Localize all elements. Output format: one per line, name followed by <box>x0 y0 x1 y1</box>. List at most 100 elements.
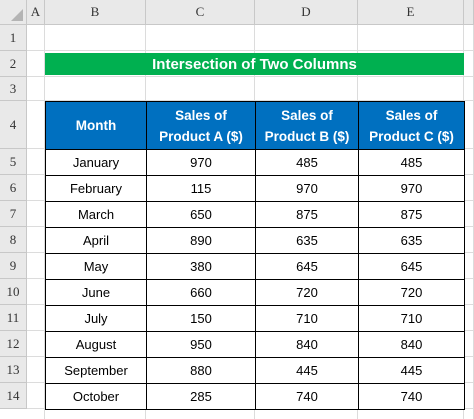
row-header[interactable]: 1 <box>0 25 27 51</box>
grid-cell[interactable] <box>464 409 474 419</box>
row-header[interactable]: 4 <box>0 101 27 149</box>
table-cell[interactable]: 710 <box>255 305 359 332</box>
row-header[interactable]: 12 <box>0 331 27 357</box>
grid-cell[interactable] <box>27 383 45 409</box>
table-cell[interactable]: 485 <box>255 149 359 176</box>
table-cell[interactable]: May <box>45 253 147 280</box>
grid-cell[interactable] <box>27 77 45 101</box>
grid-cell[interactable] <box>27 101 45 149</box>
table-cell[interactable]: 970 <box>146 149 256 176</box>
grid-cell[interactable] <box>27 51 45 77</box>
grid-cell[interactable] <box>464 25 474 51</box>
grid-cell[interactable] <box>27 331 45 357</box>
row-header[interactable]: 6 <box>0 175 27 201</box>
grid-cell[interactable] <box>464 175 474 201</box>
grid-cell[interactable] <box>27 149 45 175</box>
grid-cell[interactable] <box>255 25 358 51</box>
table-cell[interactable]: 875 <box>255 201 359 228</box>
table-cell[interactable]: February <box>45 175 147 202</box>
table-cell[interactable]: 970 <box>358 175 465 202</box>
grid-cell[interactable] <box>464 253 474 279</box>
table-cell[interactable]: 660 <box>146 279 256 306</box>
grid-cell[interactable] <box>146 409 255 419</box>
column-header[interactable]: D <box>255 0 358 25</box>
row-header[interactable]: 8 <box>0 227 27 253</box>
grid-cell[interactable] <box>464 357 474 383</box>
grid-cell[interactable] <box>27 357 45 383</box>
table-cell[interactable]: 740 <box>255 383 359 410</box>
table-cell[interactable]: September <box>45 357 147 384</box>
table-cell[interactable]: 285 <box>146 383 256 410</box>
table-cell[interactable]: 875 <box>358 201 465 228</box>
row-header[interactable]: 14 <box>0 383 27 409</box>
grid-cell[interactable] <box>146 77 255 101</box>
table-cell[interactable]: 635 <box>255 227 359 254</box>
column-header[interactable]: B <box>45 0 146 25</box>
table-cell[interactable]: 840 <box>255 331 359 358</box>
table-cell[interactable]: 720 <box>358 279 465 306</box>
grid-cell[interactable] <box>358 77 464 101</box>
table-cell[interactable]: January <box>45 149 147 176</box>
table-cell[interactable]: July <box>45 305 147 332</box>
column-header[interactable] <box>464 0 474 25</box>
row-header[interactable]: 2 <box>0 51 27 77</box>
grid-cell[interactable] <box>27 25 45 51</box>
row-header[interactable]: 9 <box>0 253 27 279</box>
grid-cell[interactable] <box>464 101 474 149</box>
table-cell[interactable]: August <box>45 331 147 358</box>
table-cell[interactable]: 645 <box>255 253 359 280</box>
table-cell[interactable]: 115 <box>146 175 256 202</box>
table-cell[interactable]: 150 <box>146 305 256 332</box>
table-cell[interactable]: 890 <box>146 227 256 254</box>
grid-cell[interactable] <box>45 77 146 101</box>
grid-cell[interactable] <box>45 409 146 419</box>
grid-cell[interactable] <box>27 253 45 279</box>
table-cell[interactable]: March <box>45 201 147 228</box>
grid-cell[interactable] <box>255 409 358 419</box>
table-cell[interactable]: 740 <box>358 383 465 410</box>
grid-cell[interactable] <box>464 77 474 101</box>
grid-cell[interactable] <box>27 175 45 201</box>
table-cell[interactable]: 840 <box>358 331 465 358</box>
grid-cell[interactable] <box>27 305 45 331</box>
row-header[interactable]: 5 <box>0 149 27 175</box>
table-cell[interactable]: 970 <box>255 175 359 202</box>
row-header[interactable]: 11 <box>0 305 27 331</box>
grid-cell[interactable] <box>464 331 474 357</box>
grid-cell[interactable] <box>45 25 146 51</box>
table-cell[interactable]: 950 <box>146 331 256 358</box>
table-cell[interactable]: 445 <box>358 357 465 384</box>
grid-cell[interactable] <box>255 77 358 101</box>
table-cell[interactable]: 485 <box>358 149 465 176</box>
grid-cell[interactable] <box>27 409 45 419</box>
table-cell[interactable]: 380 <box>146 253 256 280</box>
table-cell[interactable]: October <box>45 383 147 410</box>
grid-cell[interactable] <box>358 25 464 51</box>
row-header[interactable]: 13 <box>0 357 27 383</box>
grid-cell[interactable] <box>464 279 474 305</box>
table-cell[interactable]: 880 <box>146 357 256 384</box>
grid-cell[interactable] <box>464 201 474 227</box>
table-cell[interactable]: 650 <box>146 201 256 228</box>
table-cell[interactable]: April <box>45 227 147 254</box>
table-cell[interactable]: 710 <box>358 305 465 332</box>
grid-cell[interactable] <box>27 227 45 253</box>
table-cell[interactable]: 645 <box>358 253 465 280</box>
grid-cell[interactable] <box>464 51 474 77</box>
column-header[interactable]: C <box>146 0 255 25</box>
select-all-corner[interactable] <box>0 0 27 25</box>
row-header[interactable]: 10 <box>0 279 27 305</box>
row-header[interactable]: 7 <box>0 201 27 227</box>
column-header[interactable]: E <box>358 0 464 25</box>
grid-cell[interactable] <box>358 409 464 419</box>
grid-cell[interactable] <box>146 25 255 51</box>
grid-cell[interactable] <box>27 201 45 227</box>
grid-cell[interactable] <box>464 383 474 409</box>
grid-cell[interactable] <box>464 149 474 175</box>
table-cell[interactable]: 445 <box>255 357 359 384</box>
table-cell[interactable]: 635 <box>358 227 465 254</box>
grid-cell[interactable] <box>27 279 45 305</box>
grid-cell[interactable] <box>464 305 474 331</box>
column-header[interactable]: A <box>27 0 45 25</box>
table-cell[interactable]: 720 <box>255 279 359 306</box>
